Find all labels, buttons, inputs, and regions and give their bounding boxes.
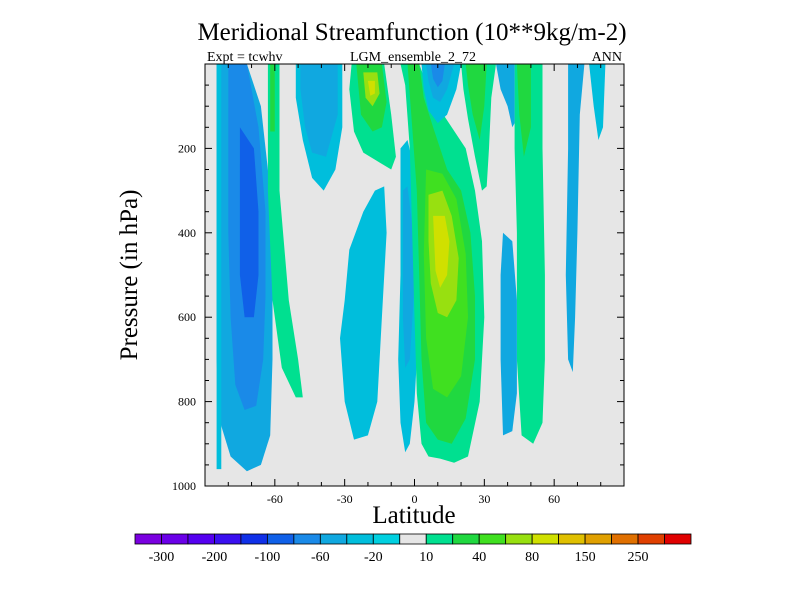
contour-sh-thin-band bbox=[216, 64, 222, 470]
colorbar-label: -300 bbox=[149, 550, 175, 565]
x-tick-label: 60 bbox=[548, 492, 560, 506]
contour-upper-blue-lobe-inner bbox=[300, 64, 338, 157]
y-tick-label: 200 bbox=[178, 141, 196, 155]
colorbar-box bbox=[478, 533, 507, 545]
colorbar-box bbox=[240, 533, 268, 545]
colorbar-box bbox=[372, 533, 401, 545]
plot-area: -60 -30 0 30 60 200 400 600 800 1000 bbox=[172, 63, 625, 506]
contour-eq-band-narrow-inner bbox=[402, 186, 415, 368]
colorbar-box bbox=[187, 533, 215, 545]
colorbar-label: 150 bbox=[575, 550, 596, 565]
contour-green-strip-upper-right-inner bbox=[465, 64, 487, 140]
colorbar-label: 10 bbox=[419, 550, 433, 565]
colorbar-box bbox=[531, 533, 560, 545]
x-tick-label: 30 bbox=[478, 492, 490, 506]
colorbar-box bbox=[266, 533, 295, 545]
colorbar-box bbox=[293, 533, 321, 545]
colorbar-label: -100 bbox=[255, 550, 281, 565]
chart-title: Meridional Streamfunction (10**9kg/m-2) bbox=[197, 19, 626, 46]
colorbar-box bbox=[161, 533, 189, 545]
contour-upper-blue-center-core bbox=[430, 64, 445, 88]
contour-green-strip-sh-inner bbox=[270, 64, 275, 132]
colorbar-label: -200 bbox=[202, 550, 228, 565]
colorbar-box bbox=[611, 533, 639, 545]
contour-green-strip-tall-inner bbox=[516, 64, 531, 157]
x-tick-label: -30 bbox=[337, 492, 353, 506]
colorbar-box bbox=[664, 533, 692, 545]
x-tick-label: 0 bbox=[412, 492, 418, 506]
colorbar-label: 40 bbox=[472, 550, 486, 565]
colorbar-box bbox=[134, 533, 162, 545]
y-tick-label: 600 bbox=[178, 310, 196, 324]
colorbar-box bbox=[558, 533, 586, 545]
colorbar-label: -20 bbox=[364, 550, 383, 565]
colorbar-box bbox=[346, 533, 374, 545]
contour-blue-strip-far-right-2 bbox=[589, 64, 606, 140]
colorbar-box bbox=[399, 533, 427, 545]
colorbar: -300 -200 -100 -60 -20 10 40 80 150 250 bbox=[134, 533, 692, 565]
experiment-label: Expt = tcwhv bbox=[207, 50, 283, 65]
contour-green-ridge-left-apex bbox=[367, 80, 375, 96]
contour-green-strip-tall bbox=[514, 64, 545, 444]
y-tick-label: 800 bbox=[178, 395, 196, 409]
y-tick-label: 400 bbox=[178, 226, 196, 240]
colorbar-box bbox=[214, 533, 242, 545]
contour-blue-strip-right-lower bbox=[500, 232, 517, 436]
y-axis-label: Pressure (in hPa) bbox=[116, 190, 143, 361]
season-label: ANN bbox=[592, 50, 622, 65]
x-axis-label: Latitude bbox=[372, 502, 455, 529]
contour-main-green-apex bbox=[433, 215, 450, 288]
colorbar-box bbox=[425, 533, 454, 545]
contour-blue-strip-right bbox=[496, 64, 515, 128]
x-tick-label: -60 bbox=[267, 492, 283, 506]
contour-blue-lobe-mid-outer bbox=[340, 186, 387, 440]
case-label: LGM_ensemble_2_72 bbox=[350, 50, 476, 65]
y-tick-label: 1000 bbox=[172, 479, 196, 493]
colorbar-label: 250 bbox=[628, 550, 649, 565]
contour-green-strip-sh bbox=[267, 64, 303, 398]
colorbar-box bbox=[505, 533, 533, 545]
contour-sh-cell-core bbox=[239, 127, 259, 318]
colorbar-label: -60 bbox=[311, 550, 330, 565]
x-axis-ticks: -60 -30 0 30 60 bbox=[204, 64, 625, 506]
colorbar-box bbox=[319, 533, 348, 545]
colorbar-label: 80 bbox=[525, 550, 539, 565]
colorbar-box bbox=[584, 533, 612, 545]
colorbar-box bbox=[452, 533, 480, 545]
colorbar-box bbox=[637, 533, 665, 545]
contour-fill-layer bbox=[216, 64, 606, 472]
y-axis-ticks: 200 400 600 800 1000 bbox=[172, 63, 624, 493]
contour-blue-strip-far-right bbox=[565, 64, 585, 373]
